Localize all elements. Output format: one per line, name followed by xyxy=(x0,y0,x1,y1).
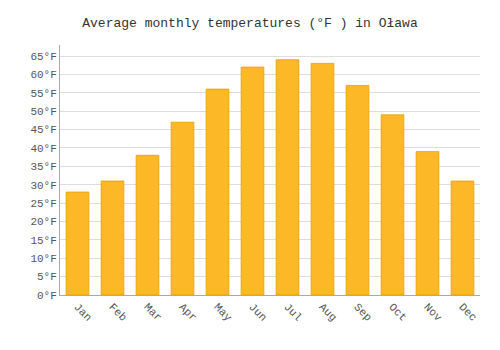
svg-text:Mar: Mar xyxy=(141,301,163,323)
svg-text:Aug: Aug xyxy=(316,301,338,323)
svg-text:50°F: 50°F xyxy=(30,106,56,118)
svg-text:40°F: 40°F xyxy=(30,143,56,155)
svg-text:Nov: Nov xyxy=(421,301,444,324)
svg-text:Sep: Sep xyxy=(351,301,373,323)
svg-text:15°F: 15°F xyxy=(30,235,56,247)
svg-text:45°F: 45°F xyxy=(30,124,56,136)
svg-text:Average monthly temperatures (: Average monthly temperatures (°F ) in Oł… xyxy=(82,16,418,31)
svg-text:Jan: Jan xyxy=(71,301,93,323)
svg-text:Feb: Feb xyxy=(106,301,128,323)
svg-text:25°F: 25°F xyxy=(30,198,56,210)
svg-text:Apr: Apr xyxy=(176,301,198,323)
svg-text:Jul: Jul xyxy=(281,301,303,323)
svg-text:10°F: 10°F xyxy=(30,253,56,265)
svg-text:60°F: 60°F xyxy=(30,69,56,81)
svg-text:0°F: 0°F xyxy=(37,290,57,302)
svg-text:Oct: Oct xyxy=(386,301,408,323)
svg-text:65°F: 65°F xyxy=(30,51,56,63)
svg-text:Jun: Jun xyxy=(246,301,268,323)
svg-text:55°F: 55°F xyxy=(30,88,56,100)
svg-text:30°F: 30°F xyxy=(30,180,56,192)
svg-text:35°F: 35°F xyxy=(30,161,56,173)
svg-text:20°F: 20°F xyxy=(30,216,56,228)
svg-text:5°F: 5°F xyxy=(37,271,57,283)
svg-text:Dec: Dec xyxy=(456,301,478,323)
svg-text:May: May xyxy=(211,301,234,324)
